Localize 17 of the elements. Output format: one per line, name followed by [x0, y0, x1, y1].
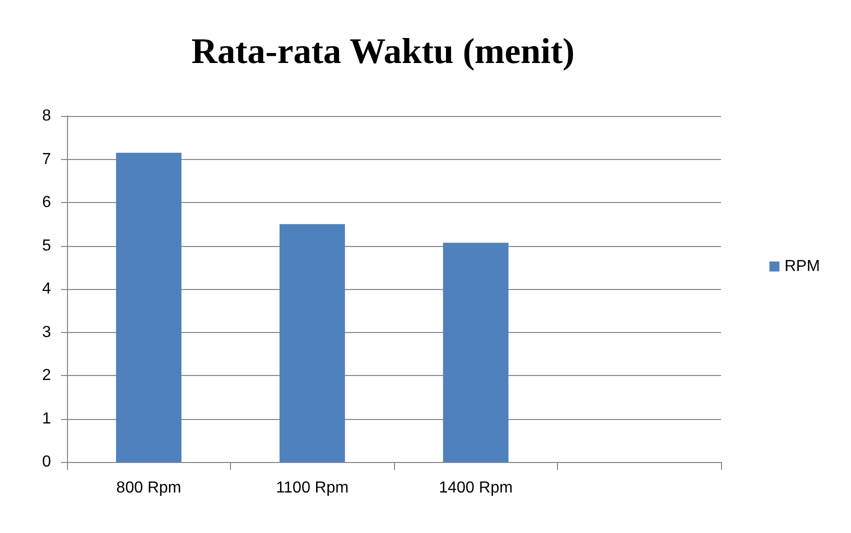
- y-tick-label: 7: [42, 150, 52, 168]
- chart-title: Rata-rata Waktu (menit): [191, 31, 575, 71]
- bar: [280, 224, 345, 462]
- y-tick-label: 0: [42, 454, 52, 470]
- y-tick-label: 5: [42, 237, 52, 254]
- y-tick-label: 6: [42, 194, 52, 211]
- x-tick-label: 800 Rpm: [116, 480, 182, 496]
- x-tick-label: 1100 Rpm: [276, 480, 349, 496]
- y-tick-label: 8: [42, 108, 52, 124]
- bar: [116, 152, 182, 462]
- y-tick-label: 1: [42, 410, 52, 428]
- bar: [443, 242, 508, 462]
- legend-label: RPM: [784, 258, 820, 275]
- y-tick-label: 3: [42, 324, 52, 341]
- y-tick-label: 2: [42, 367, 52, 384]
- y-tick-label: 4: [42, 280, 52, 298]
- x-tick-label: 1400 Rpm: [438, 480, 513, 496]
